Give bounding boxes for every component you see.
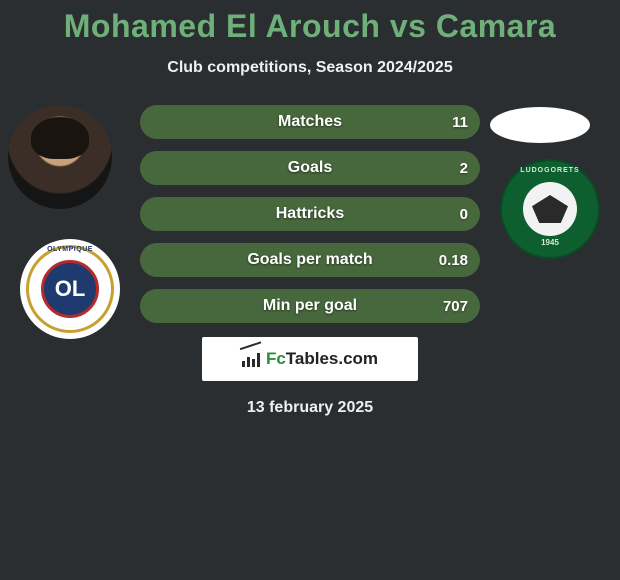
stat-row: Goals per match0.18 (140, 243, 480, 277)
vs-text: vs (390, 8, 427, 44)
subtitle: Club competitions, Season 2024/2025 (0, 59, 620, 77)
brand-prefix: Fc (266, 349, 286, 368)
team1-badge-text: OLYMPIQUE (29, 246, 111, 253)
stat-label: Goals (140, 151, 480, 185)
bar-chart-icon (242, 351, 262, 367)
eagle-icon (532, 195, 568, 223)
stat-value-right: 0 (460, 197, 468, 231)
date-text: 13 february 2025 (0, 399, 620, 417)
stats-container: Matches11 Goals2 Hattricks0 Goals per match… (140, 105, 480, 323)
stat-row: Hattricks0 (140, 197, 480, 231)
page-title: Mohamed El Arouch vs Camara (0, 0, 620, 45)
player2-avatar (490, 107, 590, 143)
brand-suffix: Tables.com (286, 349, 378, 368)
team2-badge: LUDOGORETS 1945 (500, 159, 600, 259)
stat-row: Matches11 (140, 105, 480, 139)
stat-label: Matches (140, 105, 480, 139)
stat-value-right: 2 (460, 151, 468, 185)
brand-box[interactable]: FcTables.com (202, 337, 418, 381)
team1-badge: OLYMPIQUE OL (20, 239, 120, 339)
stat-value-right: 707 (443, 289, 468, 323)
team2-badge-year: 1945 (502, 238, 598, 247)
stat-row: Goals2 (140, 151, 480, 185)
player2-name: Camara (436, 8, 556, 44)
stat-value-right: 11 (452, 105, 468, 139)
team2-badge-text: LUDOGORETS (502, 167, 598, 174)
stat-value-right: 0.18 (439, 243, 468, 277)
stat-label: Goals per match (140, 243, 480, 277)
player1-name: Mohamed El Arouch (64, 8, 381, 44)
stat-row: Min per goal707 (140, 289, 480, 323)
stat-label: Hattricks (140, 197, 480, 231)
team1-badge-initials: OL (41, 260, 99, 318)
brand-text: FcTables.com (266, 349, 378, 369)
stat-label: Min per goal (140, 289, 480, 323)
player1-avatar (8, 105, 112, 209)
comparison-content: OLYMPIQUE OL LUDOGORETS 1945 Matches11 Go… (0, 105, 620, 323)
